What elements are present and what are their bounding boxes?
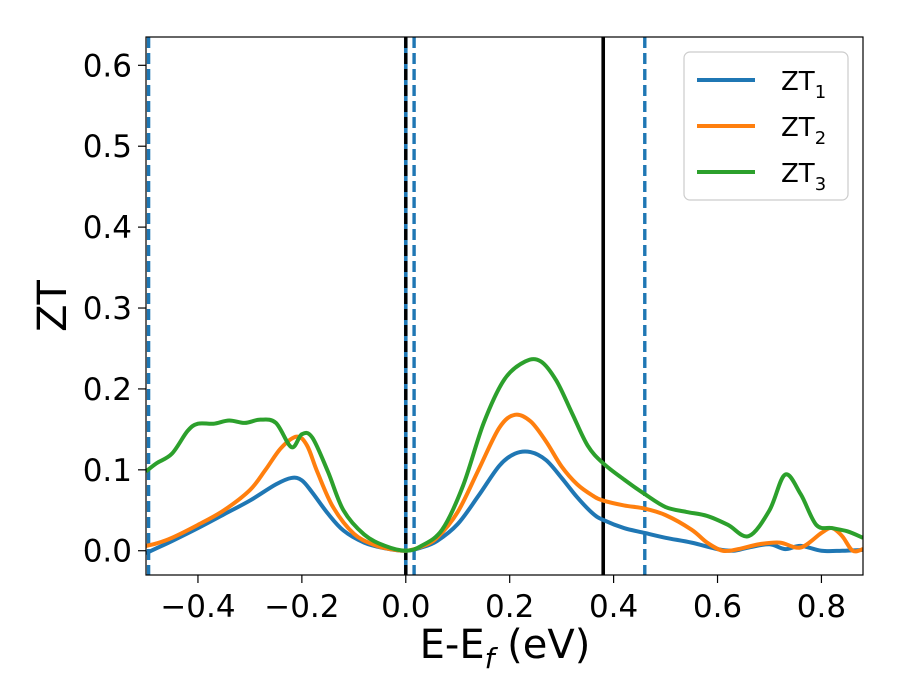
legend-label-zt2: ZT2 — [781, 113, 826, 149]
vertical-lines — [146, 37, 647, 575]
y-tick-label: 0.6 — [83, 48, 132, 84]
x-tick-label: 0.4 — [589, 589, 638, 625]
y-axis-ticks: 0.0 0.1 0.2 0.3 0.4 0.5 0.6 — [83, 48, 146, 570]
legend-box — [683, 51, 849, 201]
legend-label-zt3: ZT3 — [781, 159, 826, 195]
series-line-zt2 — [146, 412, 863, 554]
x-axis-ticks: −0.4 −0.2 0.0 0.2 0.4 0.6 0.8 — [160, 575, 846, 625]
y-tick-label: 0.1 — [83, 453, 132, 489]
series-line-zt1 — [146, 449, 863, 555]
y-tick-label: 0.0 — [83, 534, 132, 570]
x-tick-label: 0.0 — [381, 589, 430, 625]
series-lines — [146, 357, 863, 555]
x-tick-label: −0.2 — [264, 589, 339, 625]
series-line-zt3 — [146, 357, 863, 553]
y-tick-label: 0.3 — [83, 291, 132, 327]
legend-label-zt1: ZT1 — [781, 67, 826, 103]
y-tick-label: 0.4 — [83, 210, 132, 246]
axes-frame — [145, 36, 864, 576]
x-tick-label: 0.8 — [797, 589, 846, 625]
legend: ZT1 ZT2 ZT3 — [683, 51, 849, 201]
x-tick-label: −0.4 — [160, 589, 235, 625]
x-tick-label: 0.2 — [485, 589, 534, 625]
y-axis-title: ZT — [30, 280, 76, 332]
x-tick-label: 0.6 — [693, 589, 742, 625]
x-axis-title: E-Ef (eV) — [420, 622, 591, 675]
y-tick-label: 0.2 — [83, 372, 132, 408]
y-tick-label: 0.5 — [83, 129, 132, 165]
